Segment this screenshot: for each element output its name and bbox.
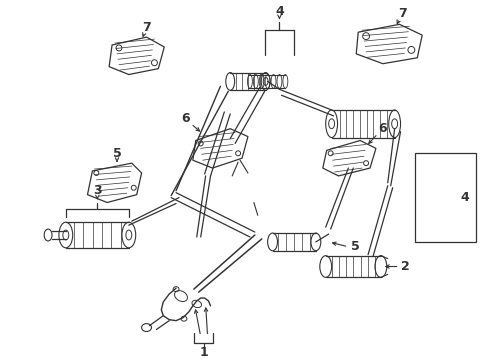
Text: 4: 4 <box>459 191 468 204</box>
Text: 7: 7 <box>397 7 406 20</box>
Text: 5: 5 <box>350 240 359 253</box>
Text: 4: 4 <box>275 5 283 18</box>
Text: 6: 6 <box>181 112 190 125</box>
Text: 1: 1 <box>199 346 207 359</box>
Text: 7: 7 <box>142 21 151 34</box>
Text: 5: 5 <box>112 147 121 160</box>
Text: 3: 3 <box>93 184 102 197</box>
Bar <box>414 153 475 242</box>
Text: 2: 2 <box>400 260 409 273</box>
Text: 6: 6 <box>378 122 386 135</box>
